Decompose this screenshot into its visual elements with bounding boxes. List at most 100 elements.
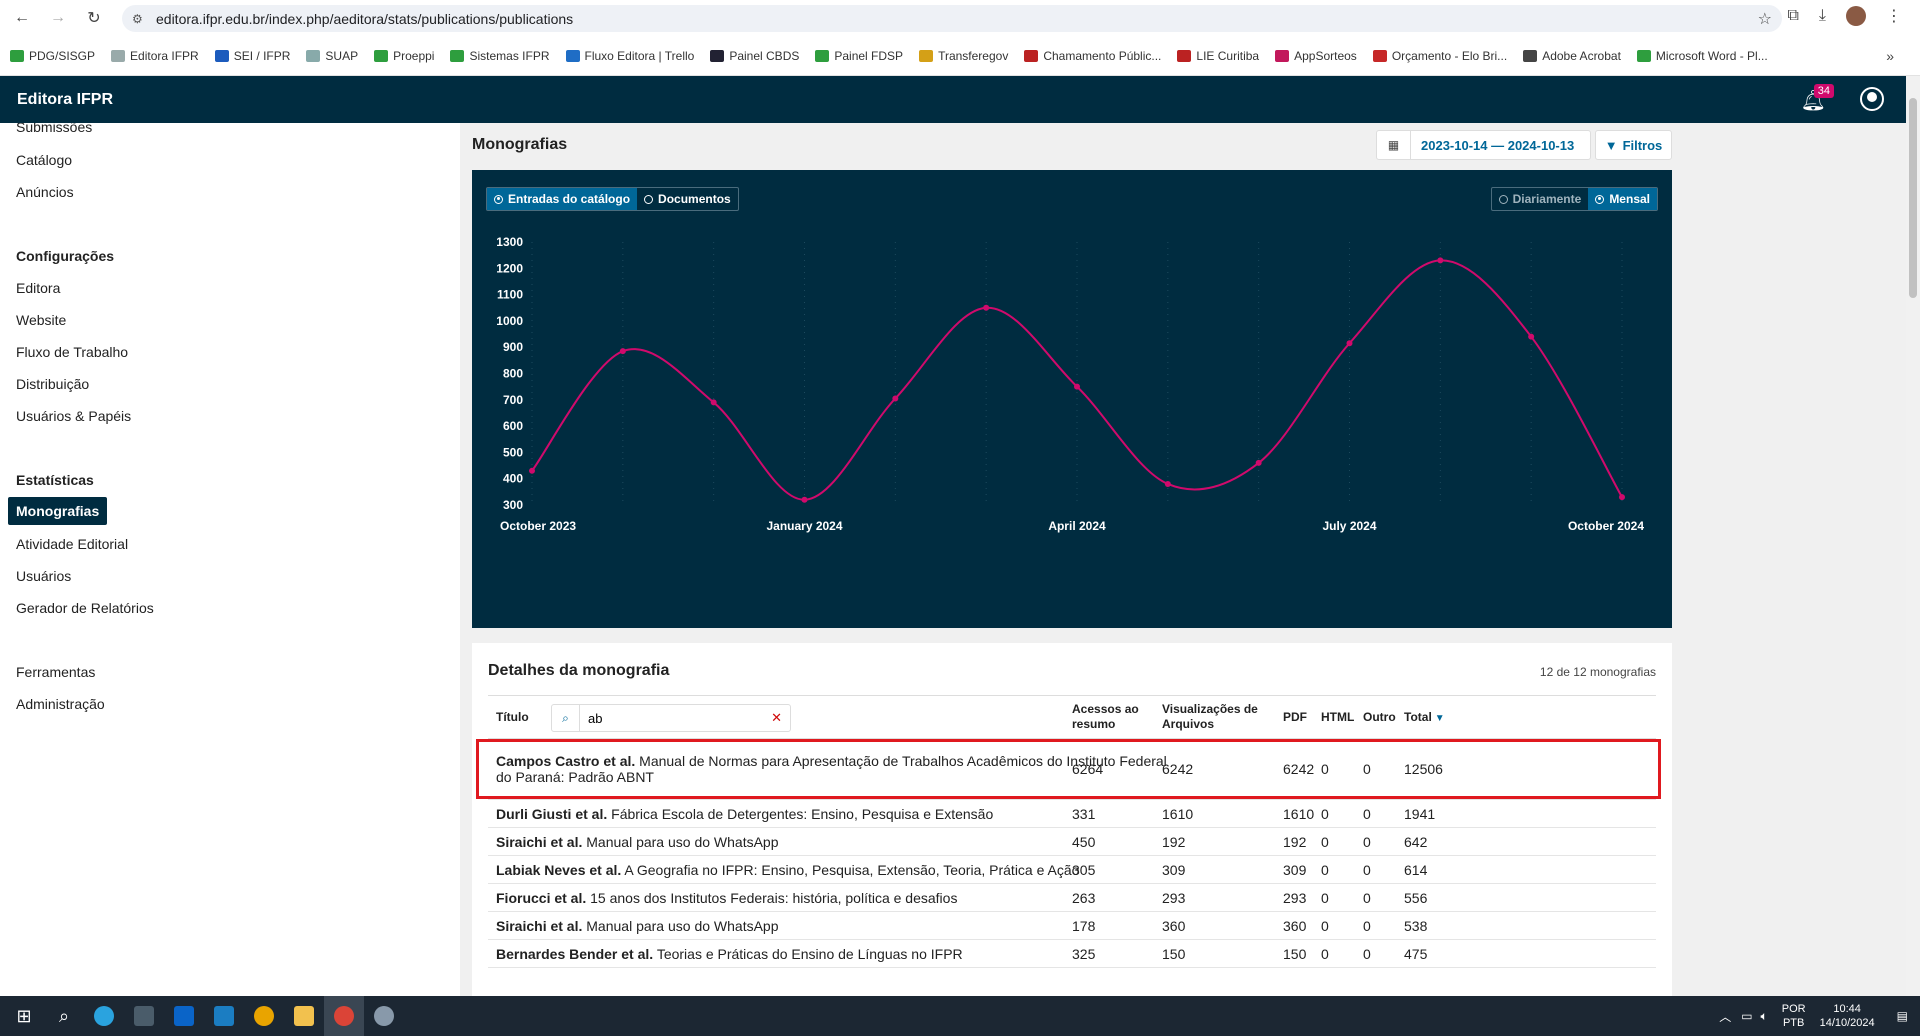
table-row[interactable]: Labiak Neves et al. A Geografia no IFPR:… xyxy=(488,856,1656,884)
chrome-active-icon[interactable] xyxy=(324,996,364,1036)
bookmark-item[interactable]: Sistemas IFPR xyxy=(450,49,550,63)
file-explorer-icon[interactable] xyxy=(284,996,324,1036)
data-point[interactable] xyxy=(710,399,717,406)
sidebar-item-website[interactable]: Website xyxy=(16,312,67,328)
outlook-icon[interactable] xyxy=(164,996,204,1036)
clear-search-icon[interactable]: ✕ xyxy=(771,710,782,725)
sidebar-item-monographs[interactable]: Monografias xyxy=(8,497,108,525)
data-point[interactable] xyxy=(619,348,626,355)
monograph-title-link[interactable]: Siraichi et al. Manual para uso do Whats… xyxy=(496,918,1176,934)
table-row[interactable]: Durli Giusti et al. Fábrica Escola de De… xyxy=(488,800,1656,828)
windows-start-icon[interactable]: ⊞ xyxy=(16,1005,32,1026)
monograph-title-link[interactable]: Campos Castro et al. Manual de Normas pa… xyxy=(496,753,1176,785)
bookmark-item[interactable]: Proeppi xyxy=(374,49,434,63)
sidebar-item-report-generator[interactable]: Gerador de Relatórios xyxy=(16,600,154,616)
table-row[interactable]: Fiorucci et al. 15 anos dos Institutos F… xyxy=(488,884,1656,912)
calculator-icon[interactable] xyxy=(124,996,164,1036)
sidebar-item-submissions[interactable]: Submissões xyxy=(16,123,93,135)
menu-dots-icon[interactable]: ⋮ xyxy=(1886,8,1902,25)
col-total[interactable]: Total ▼ xyxy=(1404,710,1445,726)
col-file-views[interactable]: Visualizações de Arquivos xyxy=(1162,702,1258,731)
app-title[interactable]: Editora IFPR xyxy=(17,90,114,108)
sidebar-item-catalog[interactable]: Catálogo xyxy=(16,152,73,168)
sidebar-item-users[interactable]: Usuários xyxy=(16,568,72,584)
sidebar-item-editorial-activity[interactable]: Atividade Editorial xyxy=(16,536,129,552)
forward-arrow-icon[interactable]: → xyxy=(50,9,66,26)
data-point[interactable] xyxy=(1164,480,1171,487)
data-point[interactable] xyxy=(1074,383,1080,390)
filters-button[interactable]: ▼ Filtros xyxy=(1595,130,1672,160)
back-arrow-icon[interactable]: ← xyxy=(14,9,30,26)
sidebar-item-tools[interactable]: Ferramentas xyxy=(16,664,96,680)
bookmark-item[interactable]: LIE Curitiba xyxy=(1177,49,1259,63)
telegram-icon[interactable] xyxy=(84,996,124,1036)
reload-icon[interactable]: ↻ xyxy=(87,10,101,27)
monograph-title-link[interactable]: Bernardes Bender et al. Teorias e Prátic… xyxy=(496,946,1176,962)
bookmark-item[interactable]: PDG/SISGP xyxy=(10,49,95,63)
data-point[interactable] xyxy=(529,467,535,474)
data-point[interactable] xyxy=(983,304,990,311)
app-grid-icon[interactable] xyxy=(204,996,244,1036)
date-range-button[interactable]: ▦ 2023-10-14 — 2024-10-13 xyxy=(1376,130,1591,160)
table-row[interactable]: Siraichi et al. Manual para uso do Whats… xyxy=(488,828,1656,856)
chrome-icon[interactable] xyxy=(244,996,284,1036)
data-point[interactable] xyxy=(1528,333,1535,340)
sidebar-item-workflow[interactable]: Fluxo de Trabalho xyxy=(16,344,129,360)
monograph-title-link[interactable]: Durli Giusti et al. Fábrica Escola de De… xyxy=(496,806,1176,822)
col-abstract-views[interactable]: Acessos ao resumo xyxy=(1072,702,1139,731)
table-row[interactable]: Campos Castro et al. Manual de Normas pa… xyxy=(488,739,1656,800)
table-row[interactable]: Siraichi et al. Manual para uso do Whats… xyxy=(488,912,1656,940)
title-search[interactable]: ⌕ ✕ xyxy=(551,704,791,732)
network-icon[interactable]: ▭ xyxy=(1741,1009,1753,1023)
col-html[interactable]: HTML xyxy=(1321,710,1355,724)
bookmark-item[interactable]: Transferegov xyxy=(919,49,1008,63)
col-other[interactable]: Outro xyxy=(1363,710,1396,724)
monograph-title-link[interactable]: Fiorucci et al. 15 anos dos Institutos F… xyxy=(496,890,1176,906)
bookmark-item[interactable]: Fluxo Editora | Trello xyxy=(565,49,694,63)
monograph-title-link[interactable]: Siraichi et al. Manual para uso do Whats… xyxy=(496,834,1176,850)
table-row[interactable]: Bernardes Bender et al. Teorias e Prátic… xyxy=(488,940,1656,968)
bookmark-item[interactable]: Orçamento - Elo Bri... xyxy=(1372,49,1507,63)
data-point[interactable] xyxy=(1619,494,1625,501)
bookmark-star-icon[interactable]: ☆ xyxy=(1757,10,1772,28)
address-bar[interactable]: ⚙ editora.ifpr.edu.br/index.php/aeditora… xyxy=(122,5,1782,32)
bookmark-item[interactable]: SUAP xyxy=(306,49,358,63)
tab-catalog-entries[interactable]: Entradas do catálogo xyxy=(487,188,638,210)
bookmark-item[interactable]: Editora IFPR xyxy=(111,49,199,63)
user-account-icon[interactable] xyxy=(1860,87,1884,111)
clock[interactable]: 10:44 14/10/2024 xyxy=(1820,1002,1875,1030)
bookmark-item[interactable]: Painel CBDS xyxy=(710,49,799,63)
notifications-icon[interactable]: ▤ xyxy=(1896,1009,1908,1023)
bookmarks-overflow-icon[interactable]: » xyxy=(1886,48,1894,64)
data-point[interactable] xyxy=(1346,340,1353,347)
profile-avatar[interactable] xyxy=(1846,6,1866,26)
tab-documents[interactable]: Documentos xyxy=(637,188,738,210)
url-text[interactable]: editora.ifpr.edu.br/index.php/aeditora/s… xyxy=(156,10,574,27)
search-icon[interactable]: ⌕ xyxy=(58,1005,70,1026)
page-scrollbar[interactable] xyxy=(1906,76,1920,996)
sidebar-item-administration[interactable]: Administração xyxy=(16,696,105,712)
bookmark-item[interactable]: AppSorteos xyxy=(1275,49,1357,63)
sidebar-item-users-roles[interactable]: Usuários & Papéis xyxy=(16,408,132,424)
sidebar-item-distribution[interactable]: Distribuição xyxy=(16,376,90,392)
monograph-title-link[interactable]: Labiak Neves et al. A Geografia no IFPR:… xyxy=(496,862,1176,878)
data-point[interactable] xyxy=(892,395,899,402)
bookmark-item[interactable]: Chamamento Públic... xyxy=(1024,49,1161,63)
sidebar-item-announcements[interactable]: Anúncios xyxy=(16,184,74,200)
settings-app-icon[interactable] xyxy=(364,996,404,1036)
scrollbar-thumb[interactable] xyxy=(1909,98,1917,298)
language-indicator[interactable]: POR PTB xyxy=(1782,1002,1806,1030)
site-info-icon[interactable]: ⚙ xyxy=(132,11,143,26)
extensions-icon[interactable]: ⧉ xyxy=(1787,7,1799,24)
bookmark-item[interactable]: Microsoft Word - Pl... xyxy=(1636,49,1768,63)
bookmark-item[interactable]: SEI / IFPR xyxy=(214,49,290,63)
tab-daily[interactable]: Diariamente xyxy=(1492,188,1589,210)
data-point[interactable] xyxy=(1437,257,1444,264)
download-icon[interactable]: ⤓ xyxy=(1818,7,1826,24)
tab-monthly[interactable]: Mensal xyxy=(1588,188,1657,210)
col-pdf[interactable]: PDF xyxy=(1283,710,1307,724)
sidebar-item-press[interactable]: Editora xyxy=(16,280,61,296)
chevron-up-icon[interactable]: ︿ xyxy=(1719,1009,1732,1024)
bookmark-item[interactable]: Painel FDSP xyxy=(815,49,903,63)
data-point[interactable] xyxy=(1255,459,1262,466)
